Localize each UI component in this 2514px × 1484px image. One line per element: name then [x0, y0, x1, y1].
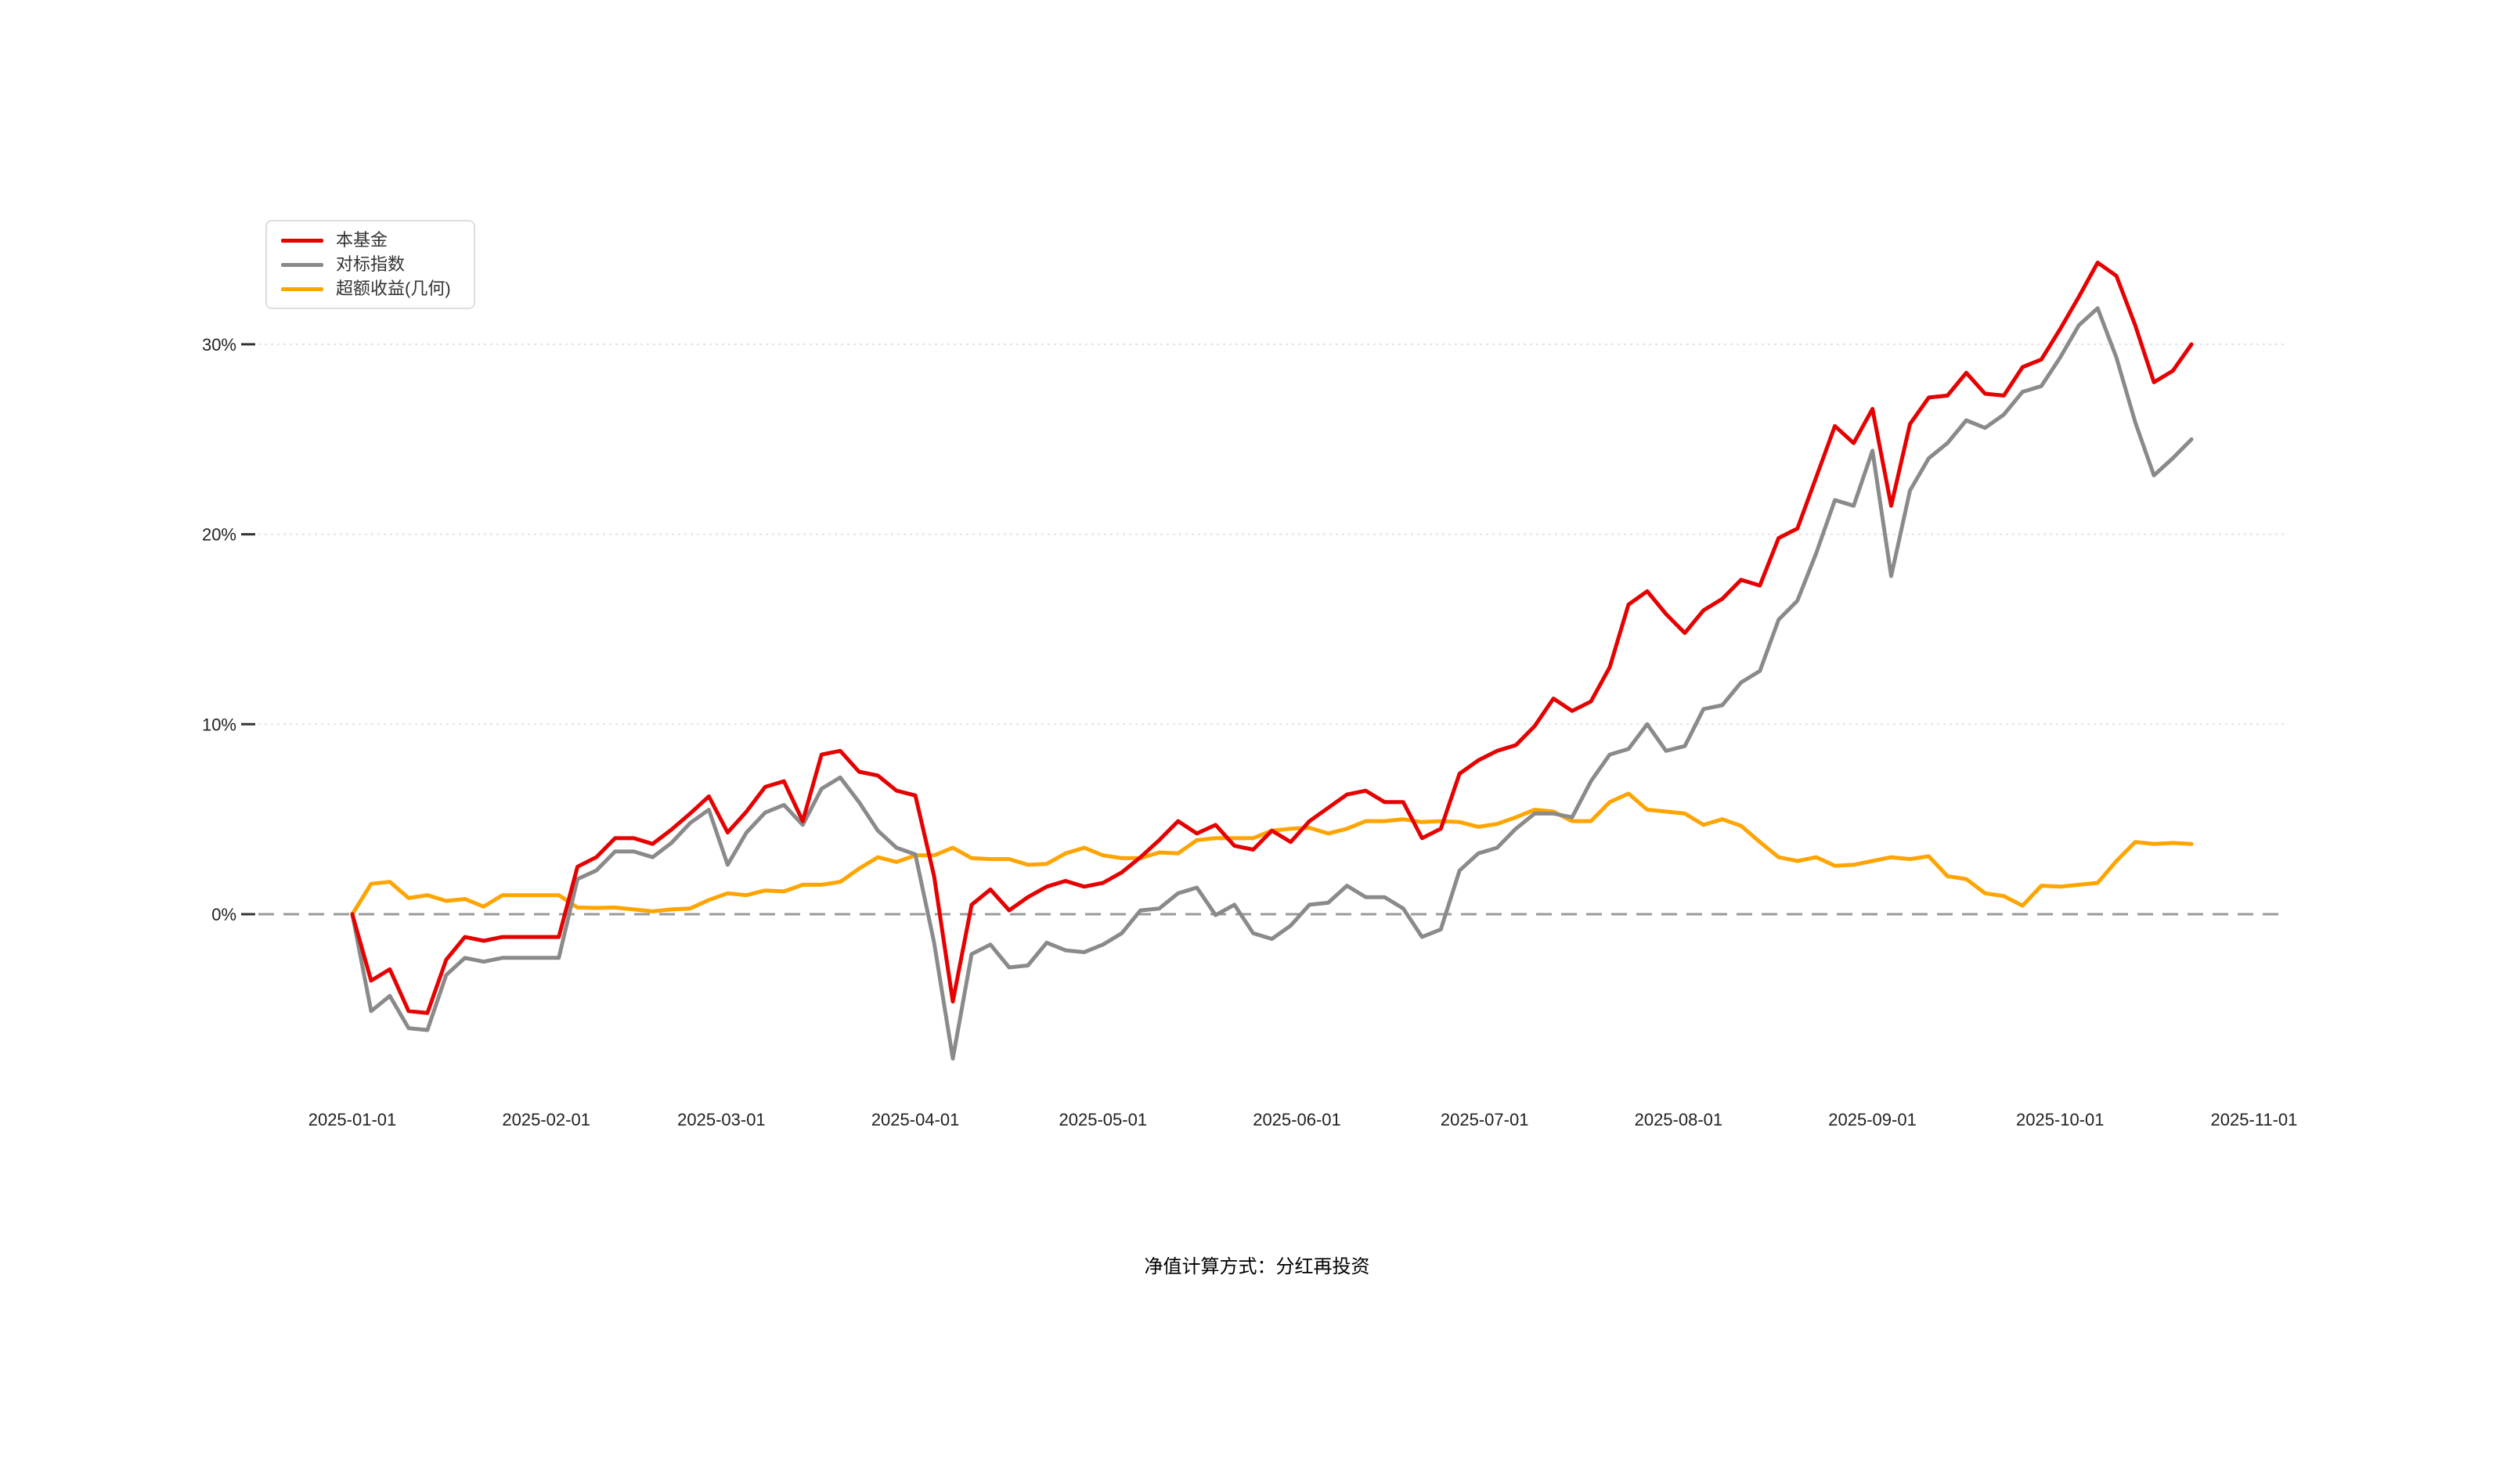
y-axis-label: 10% — [202, 715, 236, 734]
x-axis-label: 2025-07-01 — [1441, 1110, 1529, 1129]
legend-item-excess-return[interactable]: 超额收益(几何) — [281, 280, 460, 297]
x-axis-label: 2025-08-01 — [1635, 1110, 1723, 1129]
x-axis-label: 2025-10-01 — [2016, 1110, 2105, 1129]
x-axis-label: 2025-04-01 — [871, 1110, 960, 1129]
series-line-超额收益(几何)[interactable] — [350, 791, 2194, 917]
y-axis-label: 20% — [202, 525, 236, 545]
benchmark-line-swatch-icon — [281, 262, 323, 267]
x-axis-label: 2025-01-01 — [308, 1110, 397, 1129]
x-axis-label: 2025-05-01 — [1059, 1110, 1148, 1129]
y-axis-label: 30% — [202, 335, 236, 355]
x-axis-label: 2025-06-01 — [1253, 1110, 1341, 1129]
chart-legend: 本基金 对标指数 超额收益(几何) — [265, 220, 475, 309]
x-axis-label: 2025-03-01 — [677, 1110, 766, 1129]
nav-calculation-note: 净值计算方式：分红再投资 — [1144, 1256, 1370, 1277]
legend-label-excess-return: 超额收益(几何) — [336, 279, 451, 298]
legend-item-fund[interactable]: 本基金 — [281, 232, 460, 249]
excess-return-line-swatch-icon — [281, 286, 323, 291]
legend-item-benchmark[interactable]: 对标指数 — [281, 256, 460, 273]
x-axis-label: 2025-11-01 — [2211, 1110, 2298, 1129]
legend-label-benchmark: 对标指数 — [336, 254, 406, 274]
series-line-对标指数[interactable] — [350, 306, 2194, 1061]
y-axis-label: 0% — [211, 905, 236, 924]
series-line-本基金[interactable] — [350, 261, 2194, 1015]
x-axis-label: 2025-09-01 — [1828, 1110, 1917, 1129]
fund-line-swatch-icon — [281, 238, 323, 243]
legend-label-fund: 本基金 — [336, 230, 388, 250]
x-axis-label: 2025-02-01 — [502, 1110, 590, 1129]
